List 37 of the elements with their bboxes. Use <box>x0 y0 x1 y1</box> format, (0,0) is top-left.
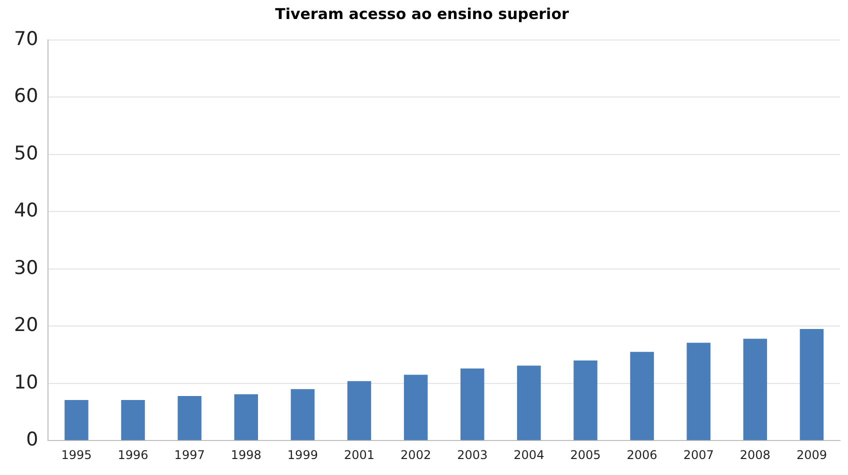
x-tick-label: 2009 <box>796 448 827 462</box>
y-tick-label: 40 <box>14 200 38 222</box>
bar <box>290 389 315 440</box>
x-tick-label: 1997 <box>174 448 205 462</box>
x-tick-label: 2002 <box>400 448 432 462</box>
bar <box>347 381 372 440</box>
x-tick-label: 2007 <box>683 448 714 462</box>
bar <box>234 394 258 440</box>
y-tick-label: 30 <box>14 256 38 279</box>
bar <box>743 338 768 440</box>
bar <box>404 374 428 440</box>
x-tick-label: 2008 <box>740 448 770 462</box>
bar <box>574 360 598 440</box>
y-tick-label: 70 <box>14 28 38 50</box>
bar <box>517 366 541 440</box>
chart-title: Tiveram acesso ao ensino superior <box>275 4 570 23</box>
x-tick-label: 2005 <box>570 448 601 462</box>
bar <box>64 400 88 440</box>
x-tick-label: 2004 <box>514 448 544 462</box>
x-tick-label: 2003 <box>457 448 488 462</box>
bar <box>800 329 824 440</box>
x-tick-label: 2001 <box>344 448 375 462</box>
bar <box>121 400 145 440</box>
x-tick-label: 2006 <box>626 448 658 462</box>
x-tick-label: 1995 <box>61 448 92 462</box>
y-tick-label: 20 <box>14 314 38 336</box>
bar <box>630 352 654 440</box>
y-tick-label: 60 <box>14 85 38 108</box>
bar <box>460 368 484 440</box>
x-tick-label: 1999 <box>287 448 318 462</box>
y-tick-label: 0 <box>26 428 38 451</box>
x-tick-label: 1996 <box>118 448 148 462</box>
y-tick-label: 10 <box>14 371 38 394</box>
bar <box>178 396 202 440</box>
bar <box>686 342 710 440</box>
y-tick-label: 50 <box>14 142 38 164</box>
x-tick-label: 1998 <box>230 448 262 462</box>
